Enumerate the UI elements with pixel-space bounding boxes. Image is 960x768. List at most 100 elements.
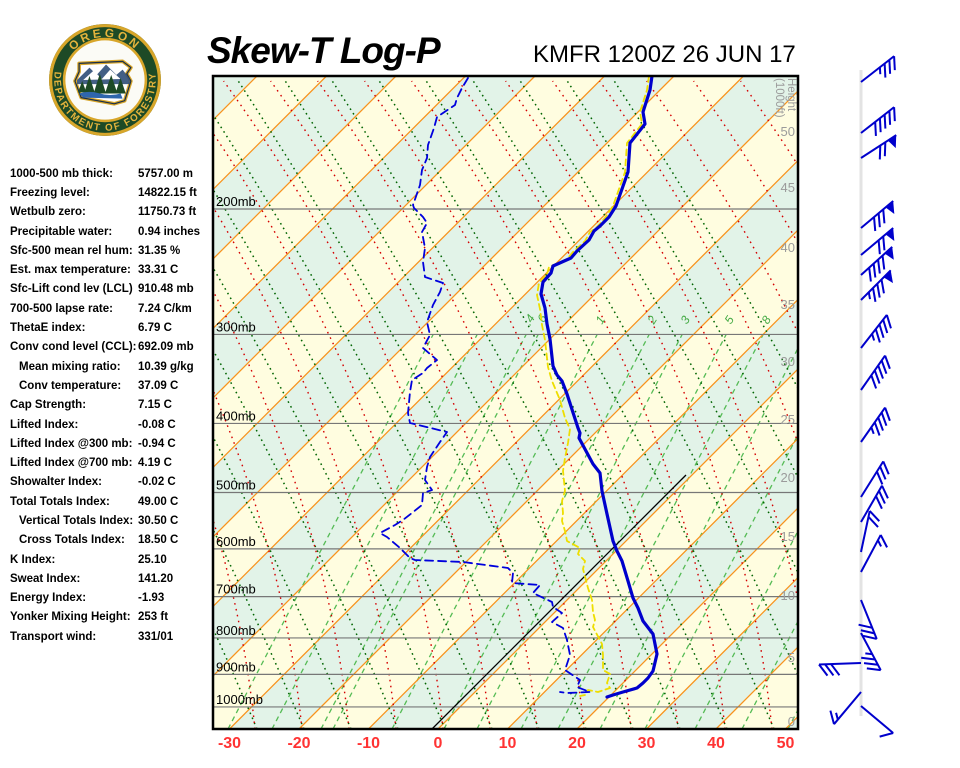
- barb-full-tick: [875, 471, 884, 485]
- odf-logo: OREGON DEPARTMENT OF FORESTRY: [49, 24, 161, 136]
- barb-full-tick: [878, 118, 882, 133]
- barb-full-tick: [877, 213, 881, 228]
- moist-adiabat-line: [0, 81, 161, 729]
- isotherm-band: [855, 76, 960, 729]
- temp-axis-label: 10: [499, 735, 517, 752]
- mixing-ratio-line: [694, 529, 798, 729]
- wind-barb: [860, 510, 881, 553]
- wind-barb: [829, 691, 862, 725]
- barb-half-tick: [835, 712, 839, 720]
- wind-barb: [860, 460, 890, 498]
- stat-row: Yonker Mixing Height: 253 ft: [10, 608, 210, 627]
- isotherm-line: [646, 576, 798, 729]
- barb-full-tick: [870, 374, 878, 389]
- barb-full-tick: [868, 267, 872, 282]
- barb-full-tick: [879, 466, 887, 480]
- wind-barb: [860, 355, 891, 391]
- barb-full-tick: [872, 287, 877, 302]
- stat-row: K Index: 25.10: [10, 550, 210, 569]
- pressure-label: 700mb: [216, 582, 256, 597]
- barb-full-tick: [882, 209, 886, 224]
- mixing-ratio-line: [520, 334, 727, 729]
- wind-barb: [860, 134, 897, 160]
- temp-axis-label: -20: [287, 735, 310, 752]
- temp-axis-label: -10: [357, 735, 380, 752]
- stat-label: Conv cond level (CCL):: [10, 341, 137, 354]
- moist-adiabat-line: [223, 80, 491, 729]
- dry-adiabat-line: [0, 81, 210, 729]
- barb-half-tick: [865, 652, 873, 656]
- moist-adiabat-line: [364, 80, 632, 729]
- mixing-ratio-line: [644, 433, 798, 729]
- barb-full-tick: [872, 263, 877, 278]
- stat-value: 31.35 %: [138, 244, 181, 257]
- temp-axis-label: 40: [707, 735, 725, 752]
- stat-label: Sfc-Lift cond lev (LCL): [10, 283, 133, 296]
- isotherm-line: [213, 76, 605, 469]
- pressure-label: 600mb: [216, 534, 256, 549]
- stat-label: Energy Index:: [10, 592, 87, 605]
- height-tick-label: 0: [788, 714, 795, 729]
- pressure-label: 400mb: [216, 408, 256, 423]
- stat-label: Lifted Index @300 mb:: [10, 437, 133, 450]
- moist-adiabat-line: [0, 81, 20, 729]
- dry-adiabat-line: [0, 81, 69, 729]
- stat-value: 692.09 mb: [138, 341, 194, 354]
- barb-full-tick: [879, 534, 888, 548]
- plot-area: .4.6 1 2 3 5 850454035302520151050Height(1000…: [0, 76, 960, 729]
- stat-label: ThetaE index:: [10, 322, 86, 335]
- moist-adiabat-line: [213, 517, 256, 729]
- dry-adiabat-line: [0, 81, 22, 729]
- freezing-reference-line: [431, 474, 687, 729]
- stat-label: Showalter Index:: [10, 476, 103, 489]
- wind-barb: [860, 632, 882, 672]
- mixing-ratio-line: [332, 334, 539, 729]
- wind-barb: [860, 485, 889, 523]
- mixing-ratio-line: [391, 334, 598, 729]
- barb-pennant: [885, 228, 895, 241]
- barb-pennant: [887, 135, 897, 149]
- stat-value: 910.48 mb: [138, 283, 194, 296]
- stat-label: Yonker Mixing Height:: [10, 611, 131, 624]
- temp-axis-label: 50: [777, 735, 795, 752]
- barb-full-tick: [877, 259, 881, 274]
- stat-row: Sweat Index: 141.20: [10, 569, 210, 588]
- height-tick-label: 50: [781, 124, 795, 139]
- stat-row: Conv temperature: 37.09 C: [10, 376, 210, 395]
- barb-full-tick: [829, 710, 835, 725]
- stat-label: Vertical Totals Index:: [19, 514, 134, 527]
- barb-full-tick: [881, 485, 889, 499]
- height-tick-label: 30: [781, 354, 795, 369]
- moist-adiabat-line: [411, 80, 679, 729]
- barb-full-tick: [888, 110, 892, 125]
- stat-row: ThetaE index: 6.79 C: [10, 318, 210, 337]
- wind-barb: [860, 106, 896, 136]
- logo-water: [79, 91, 123, 99]
- stat-label: Mean mixing ratio:: [19, 360, 121, 373]
- barb-full-tick: [884, 355, 891, 370]
- barb-half-tick: [870, 426, 875, 435]
- barb-full-tick: [869, 510, 881, 522]
- stat-label: Sweat Index:: [10, 572, 81, 585]
- isotherm-line: [0, 76, 188, 729]
- stat-label: Lifted Index:: [10, 418, 79, 431]
- isotherm-line: [298, 229, 798, 729]
- stat-label: Conv temperature:: [19, 379, 122, 392]
- temp-axis-label: 20: [568, 735, 586, 752]
- height-tick-label: 25: [781, 412, 795, 427]
- isotherm-line: [213, 76, 466, 330]
- barb-full-tick: [874, 121, 877, 136]
- isotherm-line: [576, 507, 798, 729]
- stat-value: 14822.15 ft: [138, 186, 197, 199]
- height-tick-label: 15: [781, 529, 795, 544]
- page-title: Skew-T Log-P: [207, 30, 441, 71]
- barb-staff: [860, 246, 893, 276]
- stat-label: K Index:: [10, 553, 56, 566]
- mixing-ratio-line: [557, 334, 764, 729]
- stat-value: 18.50 C: [138, 534, 179, 547]
- barb-half-tick: [867, 292, 871, 300]
- moist-adiabat-line: [213, 205, 397, 729]
- barb-staff: [860, 200, 894, 229]
- barb-full-tick: [873, 369, 881, 384]
- barb-full-tick: [876, 283, 881, 298]
